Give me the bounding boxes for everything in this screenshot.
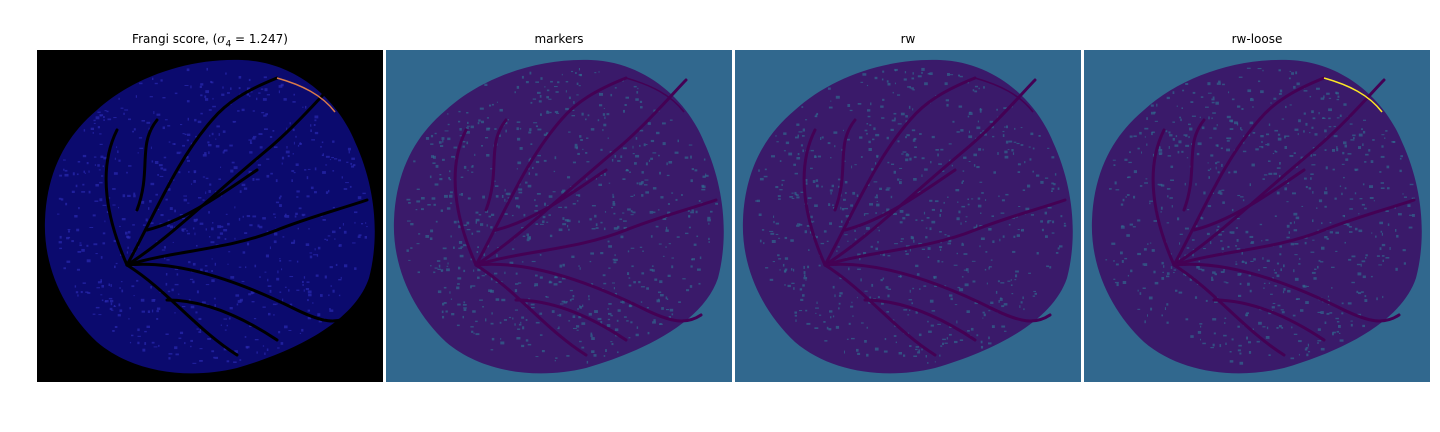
vessel [823, 76, 977, 267]
rw-image [735, 50, 1081, 382]
texture-speckles [406, 68, 718, 364]
highlight-vessel [974, 77, 1034, 113]
panel-title-rw-loose: rw-loose [1231, 32, 1283, 46]
vessel [1182, 118, 1206, 212]
vessel [843, 168, 957, 232]
panel-title-frangi-score: Frangi score, (σ4 = 1.247) [132, 32, 288, 50]
vessel [1172, 262, 1401, 323]
panel-title-rw: rw [900, 32, 916, 46]
texture-speckles [1105, 67, 1415, 365]
highlight-vessel [625, 77, 685, 113]
vessel [135, 118, 159, 212]
vessel [1172, 76, 1326, 267]
vessel [1172, 198, 1416, 267]
vessel [474, 78, 688, 267]
vessel [1192, 168, 1306, 232]
vessel [833, 118, 857, 212]
frangi-score-image [37, 50, 383, 382]
vessel [863, 298, 977, 342]
vessel [474, 76, 628, 267]
vessel [1212, 298, 1326, 342]
vessel [145, 168, 259, 232]
retina-region [393, 59, 724, 374]
vessel [453, 128, 478, 267]
panel-title-markers: markers [534, 32, 584, 46]
retina-region [742, 59, 1073, 374]
vessel [1151, 128, 1176, 267]
vessel [474, 198, 718, 267]
vessel [484, 118, 508, 212]
markers-image [386, 50, 732, 382]
vessel [823, 78, 1037, 267]
retina-region [44, 59, 375, 374]
vessel [165, 298, 279, 342]
vessel [125, 76, 279, 267]
vessel [802, 128, 827, 267]
vessel [125, 198, 369, 267]
rw-loose-image [1084, 50, 1430, 382]
vessel [1172, 263, 1286, 357]
vessel [104, 128, 129, 267]
vessel [1172, 78, 1386, 267]
vessel [125, 263, 239, 357]
vessel [823, 262, 1052, 323]
vessel [823, 198, 1067, 267]
vessel [494, 168, 608, 232]
vessel [514, 298, 628, 342]
vessel [125, 262, 354, 323]
highlight-vessel [1323, 77, 1383, 113]
vessel [125, 78, 339, 267]
vessel [823, 263, 937, 357]
vessel [474, 262, 703, 323]
vessel [474, 263, 588, 357]
highlight-vessel [276, 77, 336, 113]
